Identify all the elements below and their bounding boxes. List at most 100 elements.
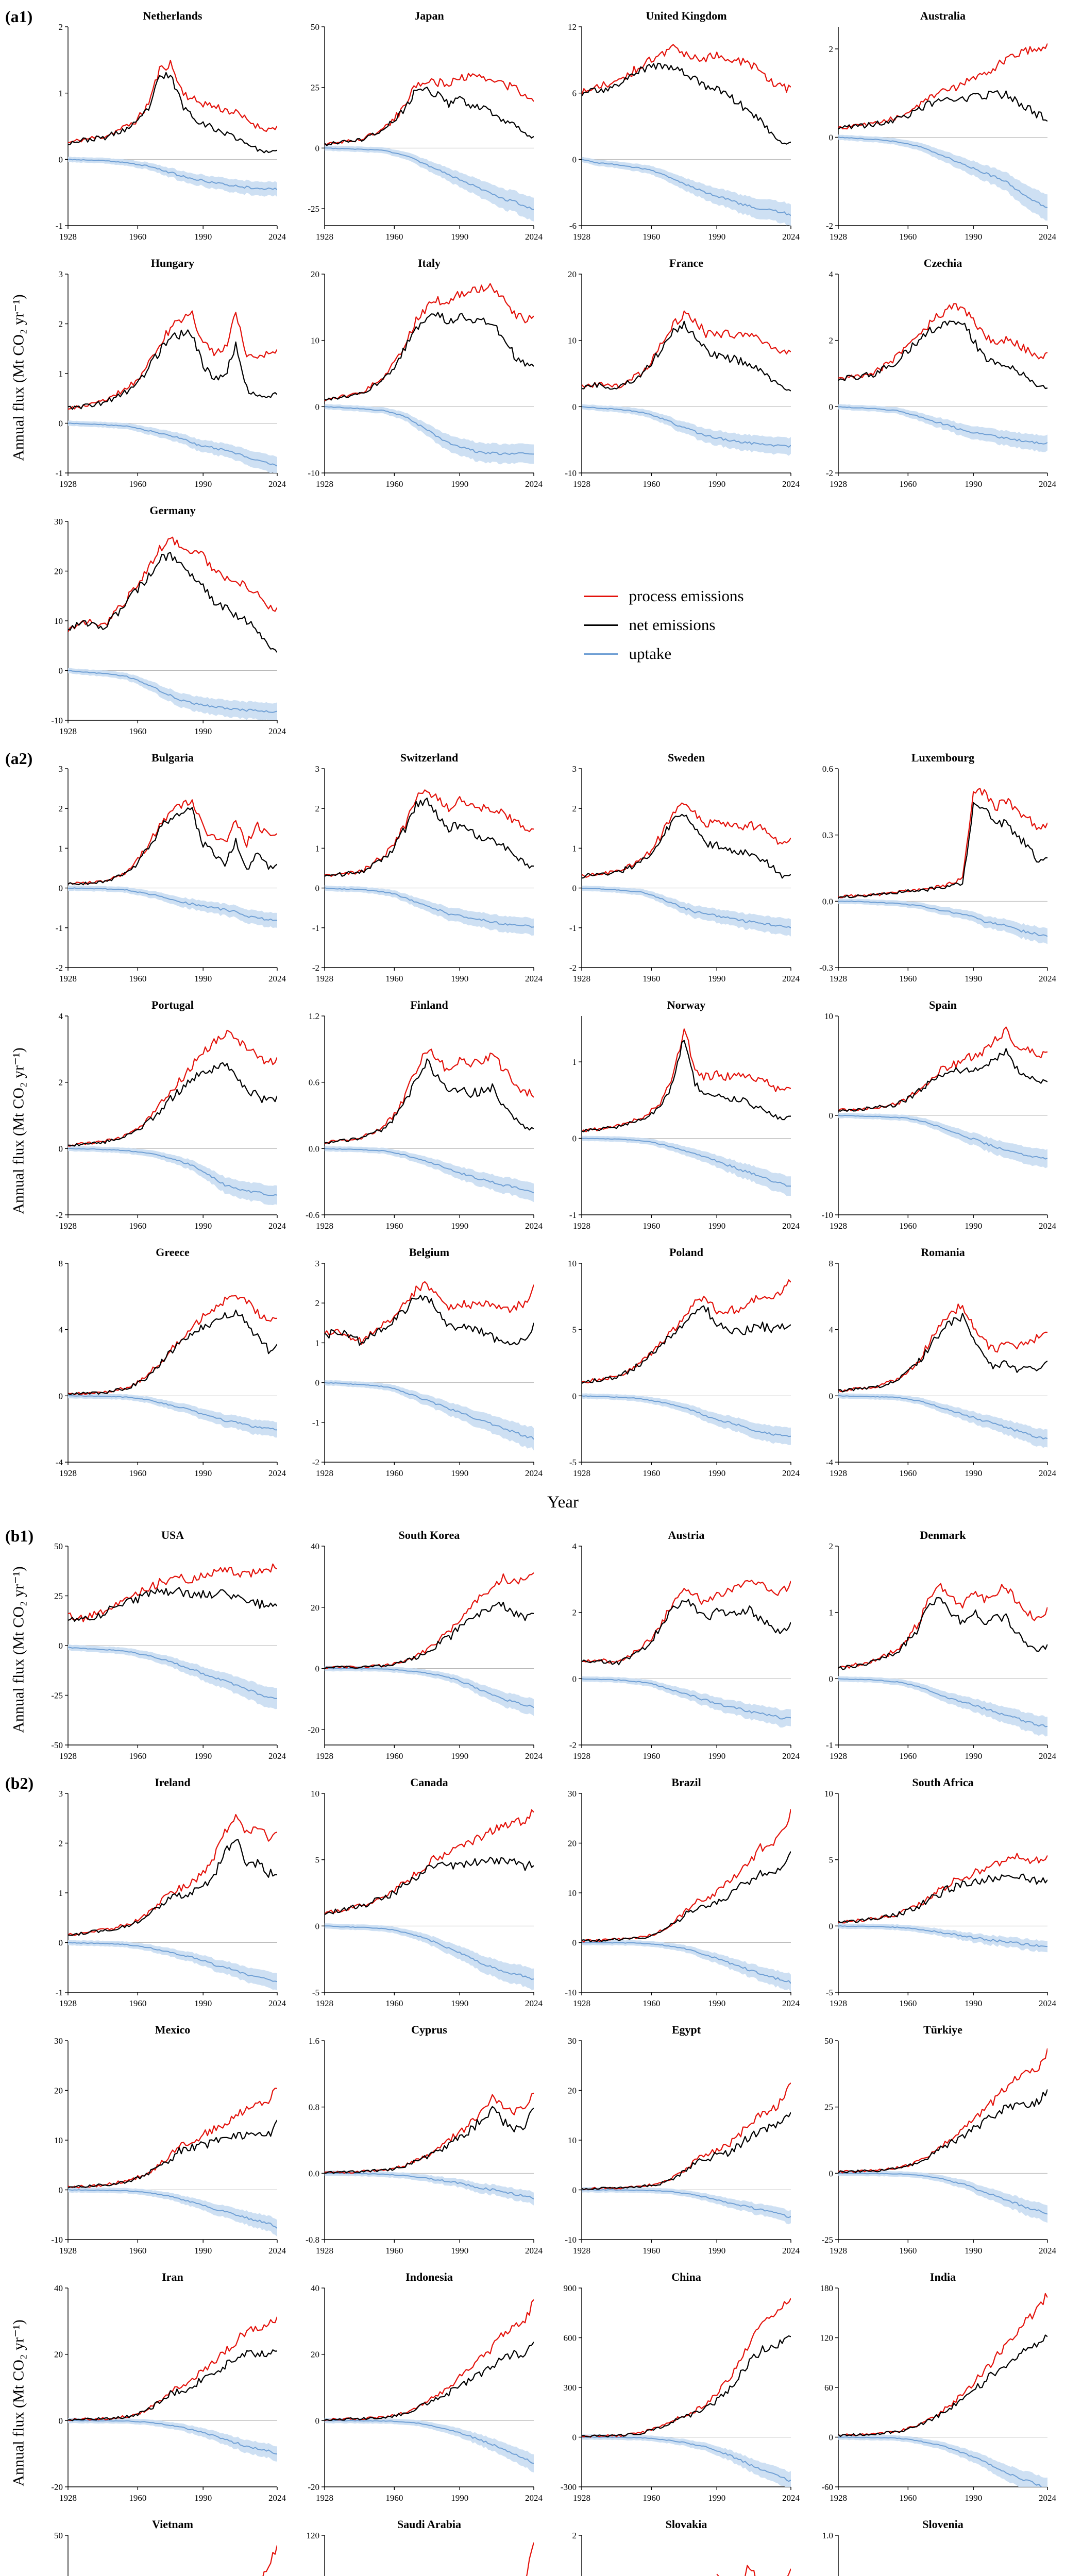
svg-text:8: 8 [59, 1259, 63, 1268]
svg-text:20: 20 [54, 2350, 63, 2360]
svg-text:4: 4 [59, 1011, 63, 1021]
chart-japan: Japan 1928 1960 1990 2024 50 25 0 -25 [291, 7, 547, 253]
chart-south-korea: South Korea 1928 1960 1990 2024 40 20 0 -20 [291, 1527, 547, 1773]
legend-a1: process emissions net emissions uptake [548, 587, 744, 663]
svg-text:-5: -5 [826, 1988, 833, 1997]
chart-belgium: Belgium 1928 1960 1990 2024 3 2 1 0 -1 -2 [291, 1244, 547, 1490]
svg-text:-1: -1 [312, 923, 319, 933]
svg-text:1: 1 [59, 843, 63, 853]
svg-text:1990: 1990 [451, 1998, 469, 2008]
chart-south-africa: South Africa 1928 1960 1990 2024 10 5 0 -5 [804, 1774, 1061, 2020]
svg-text:-0.8: -0.8 [306, 2235, 319, 2245]
svg-text:1990: 1990 [451, 1468, 469, 1478]
chart-svg-austria: Austria 1928 1960 1990 2024 4 2 0 -2 [569, 1529, 800, 1761]
svg-text:-25: -25 [51, 1691, 63, 1701]
svg-text:20: 20 [568, 1839, 577, 1849]
svg-text:-1: -1 [56, 221, 63, 231]
chart-svg-t-rkiye: Türkiye 1928 1960 1990 2024 50 25 0 -25 [821, 2023, 1056, 2256]
chart-vietnam: Vietnam192819601990202450250-25 [34, 2516, 291, 2576]
svg-text:1928: 1928 [573, 1221, 590, 1231]
svg-text:-1: -1 [56, 468, 63, 478]
svg-text:2: 2 [829, 44, 833, 54]
svg-text:2024: 2024 [782, 1468, 800, 1478]
y-axis-label-a1: Annual flux (Mt CO₂ yr⁻¹) [10, 294, 27, 461]
svg-text:1960: 1960 [129, 726, 146, 736]
svg-text:Norway: Norway [667, 998, 705, 1011]
svg-text:1.2: 1.2 [309, 1011, 319, 1021]
svg-text:8: 8 [829, 1259, 833, 1268]
svg-text:Luxembourg: Luxembourg [911, 751, 974, 764]
svg-text:-1: -1 [826, 1740, 833, 1750]
svg-text:60: 60 [824, 2383, 833, 2393]
svg-text:1960: 1960 [643, 2246, 660, 2256]
svg-text:1960: 1960 [386, 1998, 403, 2008]
process-line-swatch [583, 595, 618, 597]
chart-svg-sweden: Sweden 1928 1960 1990 2024 3 2 1 0 -1 -2 [569, 751, 800, 984]
svg-text:1990: 1990 [708, 2246, 725, 2256]
svg-text:1990: 1990 [708, 479, 725, 489]
svg-text:1928: 1928 [573, 479, 590, 489]
svg-text:2024: 2024 [782, 2246, 800, 2256]
svg-text:2024: 2024 [268, 1998, 286, 2008]
chart-svg-greece: Greece 1928 1960 1990 2024 8 4 0 -4 [56, 1246, 286, 1478]
chart-romania: Romania 1928 1960 1990 2024 8 4 0 -4 [804, 1244, 1061, 1490]
svg-text:France: France [669, 257, 703, 269]
chart-svg-cyprus: Cyprus 1928 1960 1990 2024 1.6 0.8 0.0 -0.8 [306, 2023, 543, 2256]
svg-text:1: 1 [59, 1888, 63, 1898]
svg-text:1928: 1928 [59, 2493, 77, 2503]
svg-text:1960: 1960 [899, 1998, 917, 2008]
chart-ireland: Ireland 1928 1960 1990 2024 3 2 1 0 -1 [34, 1774, 291, 2020]
svg-text:10: 10 [54, 2136, 63, 2145]
svg-text:20: 20 [568, 269, 577, 279]
svg-text:0: 0 [829, 1111, 833, 1121]
svg-text:1.6: 1.6 [309, 2036, 319, 2046]
svg-text:30: 30 [54, 2036, 63, 2046]
svg-text:2024: 2024 [268, 1751, 286, 1761]
svg-text:2024: 2024 [1039, 2493, 1057, 2503]
chart-svg-canada: Canada 1928 1960 1990 2024 10 5 0 -5 [311, 1776, 543, 2008]
svg-text:Italy: Italy [418, 257, 441, 269]
svg-text:1990: 1990 [194, 232, 212, 242]
svg-text:Bulgaria: Bulgaria [151, 751, 194, 764]
chart-svg-hungary: Hungary 1928 1960 1990 2024 3 2 1 0 -1 [56, 257, 286, 489]
svg-text:-10: -10 [565, 1988, 577, 1997]
net-line-swatch [583, 624, 618, 626]
svg-text:0: 0 [59, 1938, 63, 1948]
svg-text:1928: 1928 [59, 726, 77, 736]
chart-svg-indonesia: Indonesia 1928 1960 1990 2024 40 20 0 -20 [308, 2270, 543, 2503]
chart-australia: Australia 1928 1960 1990 2024 2 0 -2 [804, 7, 1061, 253]
chart-svg-poland: Poland 1928 1960 1990 2024 10 5 0 -5 [568, 1246, 800, 1478]
legend-label-process: process emissions [629, 587, 744, 605]
svg-text:4: 4 [829, 1325, 833, 1335]
svg-text:2024: 2024 [1039, 1468, 1057, 1478]
x-axis-label-a: Year [547, 1493, 579, 1512]
svg-text:South Africa: South Africa [912, 1776, 973, 1789]
chart-slovakia: Slovakia1928196019902024210-1 [548, 2516, 804, 2576]
svg-text:-1: -1 [312, 1418, 319, 1428]
svg-text:1960: 1960 [129, 1468, 146, 1478]
svg-text:30: 30 [568, 2036, 577, 2046]
svg-text:50: 50 [824, 2036, 833, 2046]
chart-united-kingdom: United Kingdom 1928 1960 1990 2024 12 6 0 -6 [548, 7, 804, 253]
panel-label-a1: (a1) [5, 7, 33, 26]
legend-label-net: net emissions [629, 616, 716, 634]
svg-text:0: 0 [59, 2416, 63, 2426]
svg-text:20: 20 [311, 2350, 319, 2360]
svg-text:Switzerland: Switzerland [400, 751, 458, 764]
svg-text:0: 0 [572, 1938, 577, 1948]
svg-text:2: 2 [315, 1298, 320, 1308]
svg-text:-20: -20 [51, 2482, 63, 2492]
svg-text:-1: -1 [56, 923, 63, 933]
svg-text:0.6: 0.6 [309, 1078, 319, 1088]
chart-luxembourg: Luxembourg 1928 1960 1990 2024 0.6 0.3 0.0 -0.3 [804, 749, 1061, 995]
panel-b2: (b2) Annual flux (Mt CO₂ yr⁻¹) Ireland 19… [3, 1774, 1061, 2576]
chart-svg-slovenia: Slovenia19281960199020241.00.50.0-0.5 [822, 2518, 963, 2576]
panel-label-b2: (b2) [5, 1774, 34, 1792]
svg-text:Slovakia: Slovakia [665, 2518, 707, 2531]
chart-indonesia: Indonesia 1928 1960 1990 2024 40 20 0 -20 [291, 2268, 547, 2515]
svg-text:10: 10 [311, 336, 319, 346]
y-axis-label-b2: Annual flux (Mt CO₂ yr⁻¹) [10, 2319, 27, 2486]
svg-text:Romania: Romania [921, 1246, 965, 1259]
svg-text:1928: 1928 [830, 974, 847, 984]
svg-text:Iran: Iran [162, 2270, 183, 2283]
